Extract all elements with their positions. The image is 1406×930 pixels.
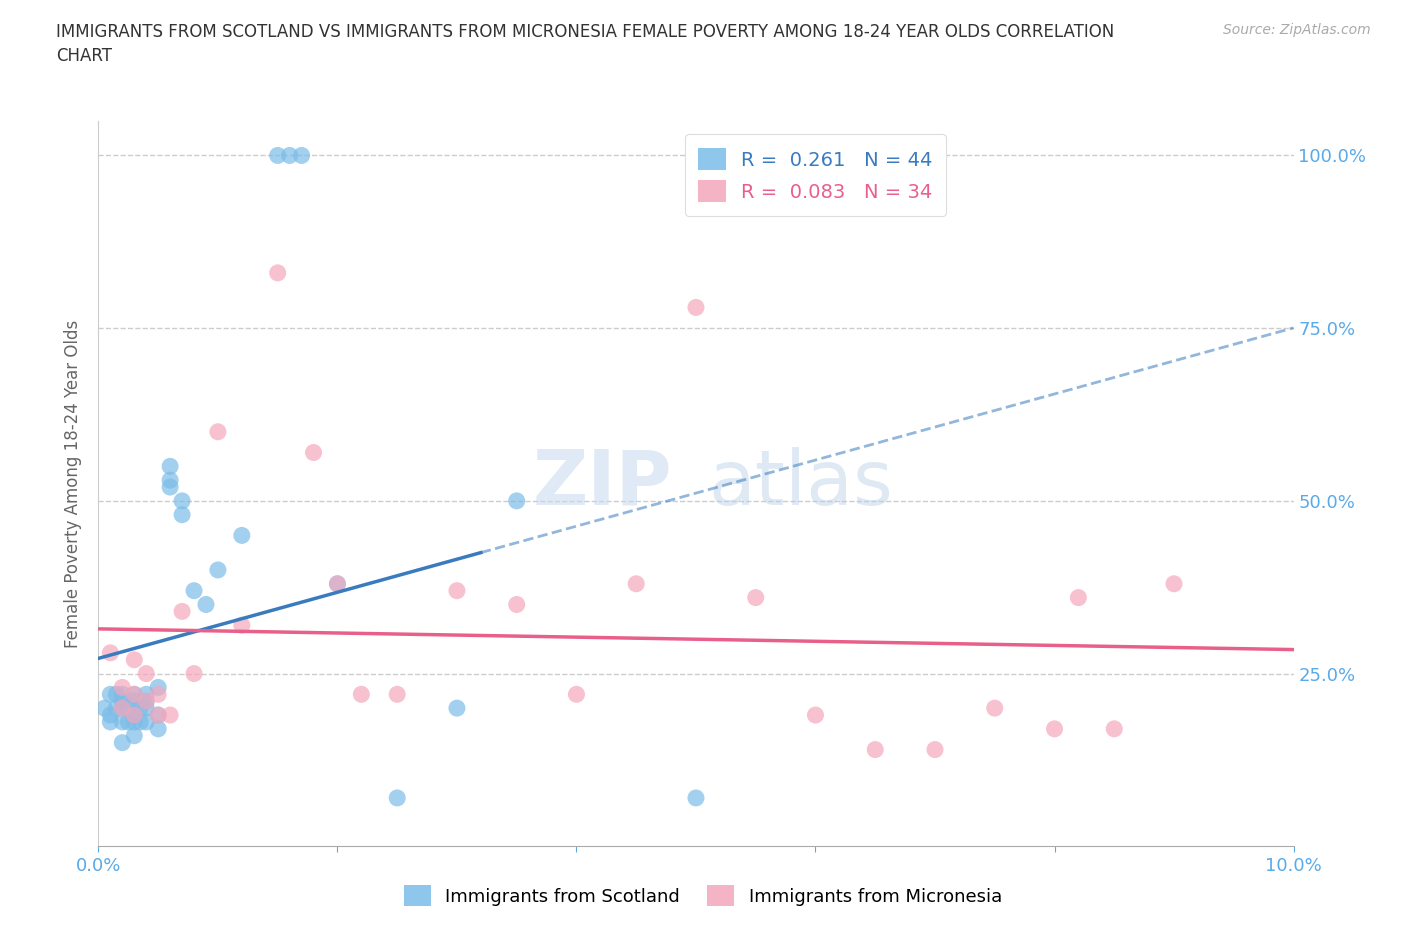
Point (111, 736, 134, 751)
Point (111, 687, 134, 702)
Point (685, 300, 707, 315)
Y-axis label: Female Poverty Among 18-24 Year Olds: Female Poverty Among 18-24 Year Olds (65, 320, 83, 647)
Point (804, 708, 827, 723)
Point (111, 680, 134, 695)
Point (326, 577, 349, 591)
Point (1043, 722, 1066, 737)
Point (446, 700, 468, 715)
Point (124, 694, 146, 709)
Point (865, 742, 887, 757)
Text: ZIP: ZIP (533, 446, 672, 521)
Point (111, 714, 134, 729)
Point (267, 265, 290, 280)
Text: Source: ZipAtlas.com: Source: ZipAtlas.com (1223, 23, 1371, 37)
Point (159, 472, 181, 487)
Point (105, 700, 128, 715)
Legend: R =  0.261   N = 44, R =  0.083   N = 34: R = 0.261 N = 44, R = 0.083 N = 34 (685, 134, 946, 216)
Point (172, 494, 194, 509)
Point (207, 424, 229, 439)
Point (111, 700, 134, 715)
Point (685, 790, 707, 805)
Point (148, 687, 170, 702)
Point (183, 583, 205, 598)
Point (117, 700, 139, 715)
Point (626, 577, 648, 591)
Point (135, 694, 157, 709)
Text: IMMIGRANTS FROM SCOTLAND VS IMMIGRANTS FROM MICRONESIA FEMALE POVERTY AMONG 18-2: IMMIGRANTS FROM SCOTLAND VS IMMIGRANTS F… (56, 23, 1115, 65)
Point (124, 652, 146, 667)
Point (446, 583, 468, 598)
Point (231, 618, 253, 632)
Point (984, 700, 1007, 715)
Point (135, 700, 157, 715)
Point (924, 742, 946, 757)
Legend: Immigrants from Scotland, Immigrants from Micronesia: Immigrants from Scotland, Immigrants fro… (396, 878, 1010, 913)
Point (385, 687, 409, 702)
Point (98, 687, 122, 702)
Point (1104, 722, 1126, 737)
Point (98, 714, 122, 729)
Point (302, 445, 325, 460)
Point (148, 708, 170, 723)
Point (135, 714, 157, 729)
Point (195, 597, 218, 612)
Point (159, 480, 181, 495)
Point (111, 700, 134, 715)
Point (98, 708, 122, 723)
Point (124, 714, 146, 729)
Point (207, 563, 229, 578)
Point (385, 790, 409, 805)
Point (111, 694, 134, 709)
Point (278, 148, 301, 163)
Point (1067, 591, 1090, 605)
Point (350, 687, 373, 702)
Point (124, 708, 146, 723)
Point (124, 728, 146, 743)
Point (148, 708, 170, 723)
Point (105, 687, 128, 702)
Point (124, 687, 146, 702)
Point (159, 458, 181, 473)
Point (506, 597, 529, 612)
Point (148, 680, 170, 695)
Point (291, 148, 314, 163)
Point (326, 577, 349, 591)
Point (135, 666, 157, 681)
Point (117, 714, 139, 729)
Point (267, 148, 290, 163)
Point (183, 666, 205, 681)
Point (172, 604, 194, 618)
Point (148, 722, 170, 737)
Point (506, 494, 529, 509)
Point (129, 714, 152, 729)
Point (745, 591, 768, 605)
Point (124, 708, 146, 723)
Point (135, 694, 157, 709)
Point (231, 528, 253, 543)
Point (93, 700, 115, 715)
Point (159, 708, 181, 723)
Point (135, 687, 157, 702)
Point (565, 687, 588, 702)
Point (172, 507, 194, 522)
Point (124, 687, 146, 702)
Point (129, 700, 152, 715)
Point (98, 645, 122, 660)
Text: atlas: atlas (709, 446, 893, 521)
Point (1163, 577, 1185, 591)
